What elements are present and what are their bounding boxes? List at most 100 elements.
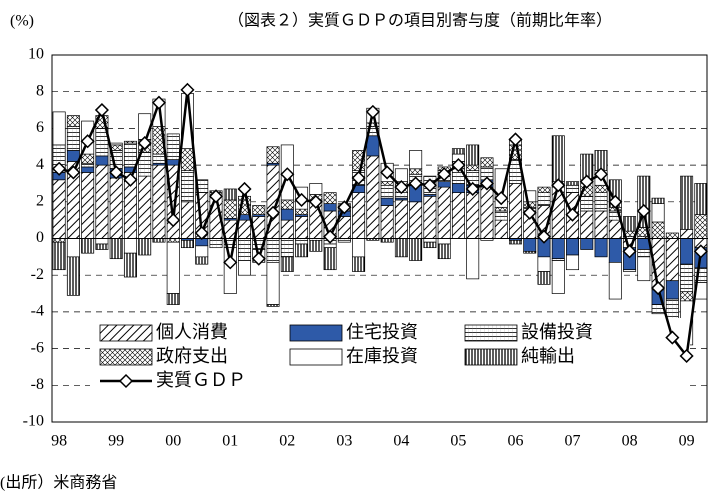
legend-swatch (289, 324, 343, 342)
bar-segment (266, 146, 280, 164)
y-axis-label: (%) (10, 13, 34, 30)
y-tick-label: 8 (36, 82, 44, 99)
x-tick-label: 04 (393, 433, 409, 450)
bar-segment (608, 262, 622, 300)
gdp-marker (337, 200, 352, 215)
bar-segment (266, 238, 280, 263)
bar-segment (566, 181, 580, 186)
bar-segment (594, 210, 608, 239)
bar-segment (223, 188, 237, 201)
gdp-marker (251, 251, 266, 266)
bar-segment (180, 148, 194, 171)
bar-segment (566, 184, 580, 193)
legend-box (90, 318, 690, 410)
gdp-marker (593, 167, 609, 182)
bar-segment (537, 192, 551, 206)
bar-segment (380, 197, 394, 206)
gdp-marker (52, 161, 67, 176)
legend-label: 個人消費 (156, 322, 228, 342)
gdp-marker (422, 178, 437, 193)
bar-segment (580, 238, 594, 250)
bar-segment (437, 181, 451, 188)
bar-segment (409, 150, 423, 170)
gdp-marker (636, 203, 651, 219)
bar-segment (480, 157, 494, 168)
bar-segment (195, 179, 209, 193)
bar-segment (66, 126, 80, 151)
bar-segment (95, 238, 109, 245)
bar-segment (52, 179, 66, 239)
x-tick-label: 09 (679, 433, 695, 450)
bar-segment (551, 260, 565, 294)
bar-segment (437, 238, 451, 245)
gdp-marker (265, 205, 281, 220)
source: (出所）米商務省 (0, 474, 117, 492)
bar-segment (266, 304, 280, 307)
legend-marker (118, 373, 134, 389)
gdp-marker (151, 95, 167, 110)
bar-segment (152, 238, 166, 243)
bar-segment (295, 238, 309, 245)
gdp-marker (679, 348, 694, 364)
gdp-marker (408, 176, 423, 191)
x-tick-label: 02 (279, 433, 295, 450)
gdp-marker (394, 180, 409, 195)
gdp-marker (280, 167, 295, 182)
gdp-marker (508, 132, 523, 147)
bar-segment (323, 203, 337, 212)
bar-segment (394, 168, 408, 182)
y-tick-label: -2 (31, 266, 44, 283)
y-tick-label: 6 (36, 119, 44, 136)
bar-segment (95, 155, 109, 166)
bar-segment (608, 219, 622, 239)
gdp-marker (565, 207, 580, 222)
bar-segment (466, 144, 480, 166)
x-tick-label: 99 (108, 433, 124, 450)
y-tick-label: -10 (23, 413, 44, 430)
bar-segment (123, 142, 137, 168)
bar-segment (180, 201, 194, 239)
bar-segment (537, 271, 551, 285)
bar-segment (166, 238, 180, 243)
bar-segment (680, 228, 694, 239)
bar-segment (123, 238, 137, 254)
legend-swatch (289, 348, 343, 366)
bar-segment (109, 177, 123, 239)
x-tick-label: 01 (222, 433, 238, 450)
bar-segment (66, 150, 80, 162)
gdp-marker (109, 165, 124, 180)
bar-segment (166, 133, 180, 160)
bar-segment (280, 199, 294, 210)
bar-segment (295, 208, 309, 215)
bar-segment (537, 256, 551, 272)
bar-segment (394, 199, 408, 239)
x-tick-label: 06 (507, 433, 523, 450)
bar-segment (223, 199, 237, 219)
bar-segment (123, 252, 137, 278)
bar-segment (380, 184, 394, 199)
bar-segment (623, 216, 637, 232)
bar-segment (166, 159, 180, 166)
bar-segment (123, 140, 137, 144)
gdp-marker (651, 280, 666, 296)
bar-segment (109, 142, 123, 146)
bar-segment (81, 153, 95, 164)
bar-segment (594, 238, 608, 258)
bar-segment (594, 192, 608, 212)
bar-segment (566, 238, 580, 256)
bar-segment (352, 256, 366, 272)
bar-segment (52, 241, 66, 271)
gdp-marker (166, 213, 181, 228)
y-tick-label: 0 (36, 229, 44, 246)
bar-segment (551, 135, 565, 182)
bar-segment (580, 195, 594, 212)
bar-segment (366, 135, 380, 157)
bar-segment (694, 214, 708, 239)
legend-label: 政府支出 (156, 346, 228, 366)
bar-segment (523, 238, 537, 252)
gdp-marker (665, 330, 680, 345)
bar-segment (81, 238, 95, 254)
bar-segment (380, 238, 394, 243)
x-tick-label: 03 (336, 433, 352, 450)
